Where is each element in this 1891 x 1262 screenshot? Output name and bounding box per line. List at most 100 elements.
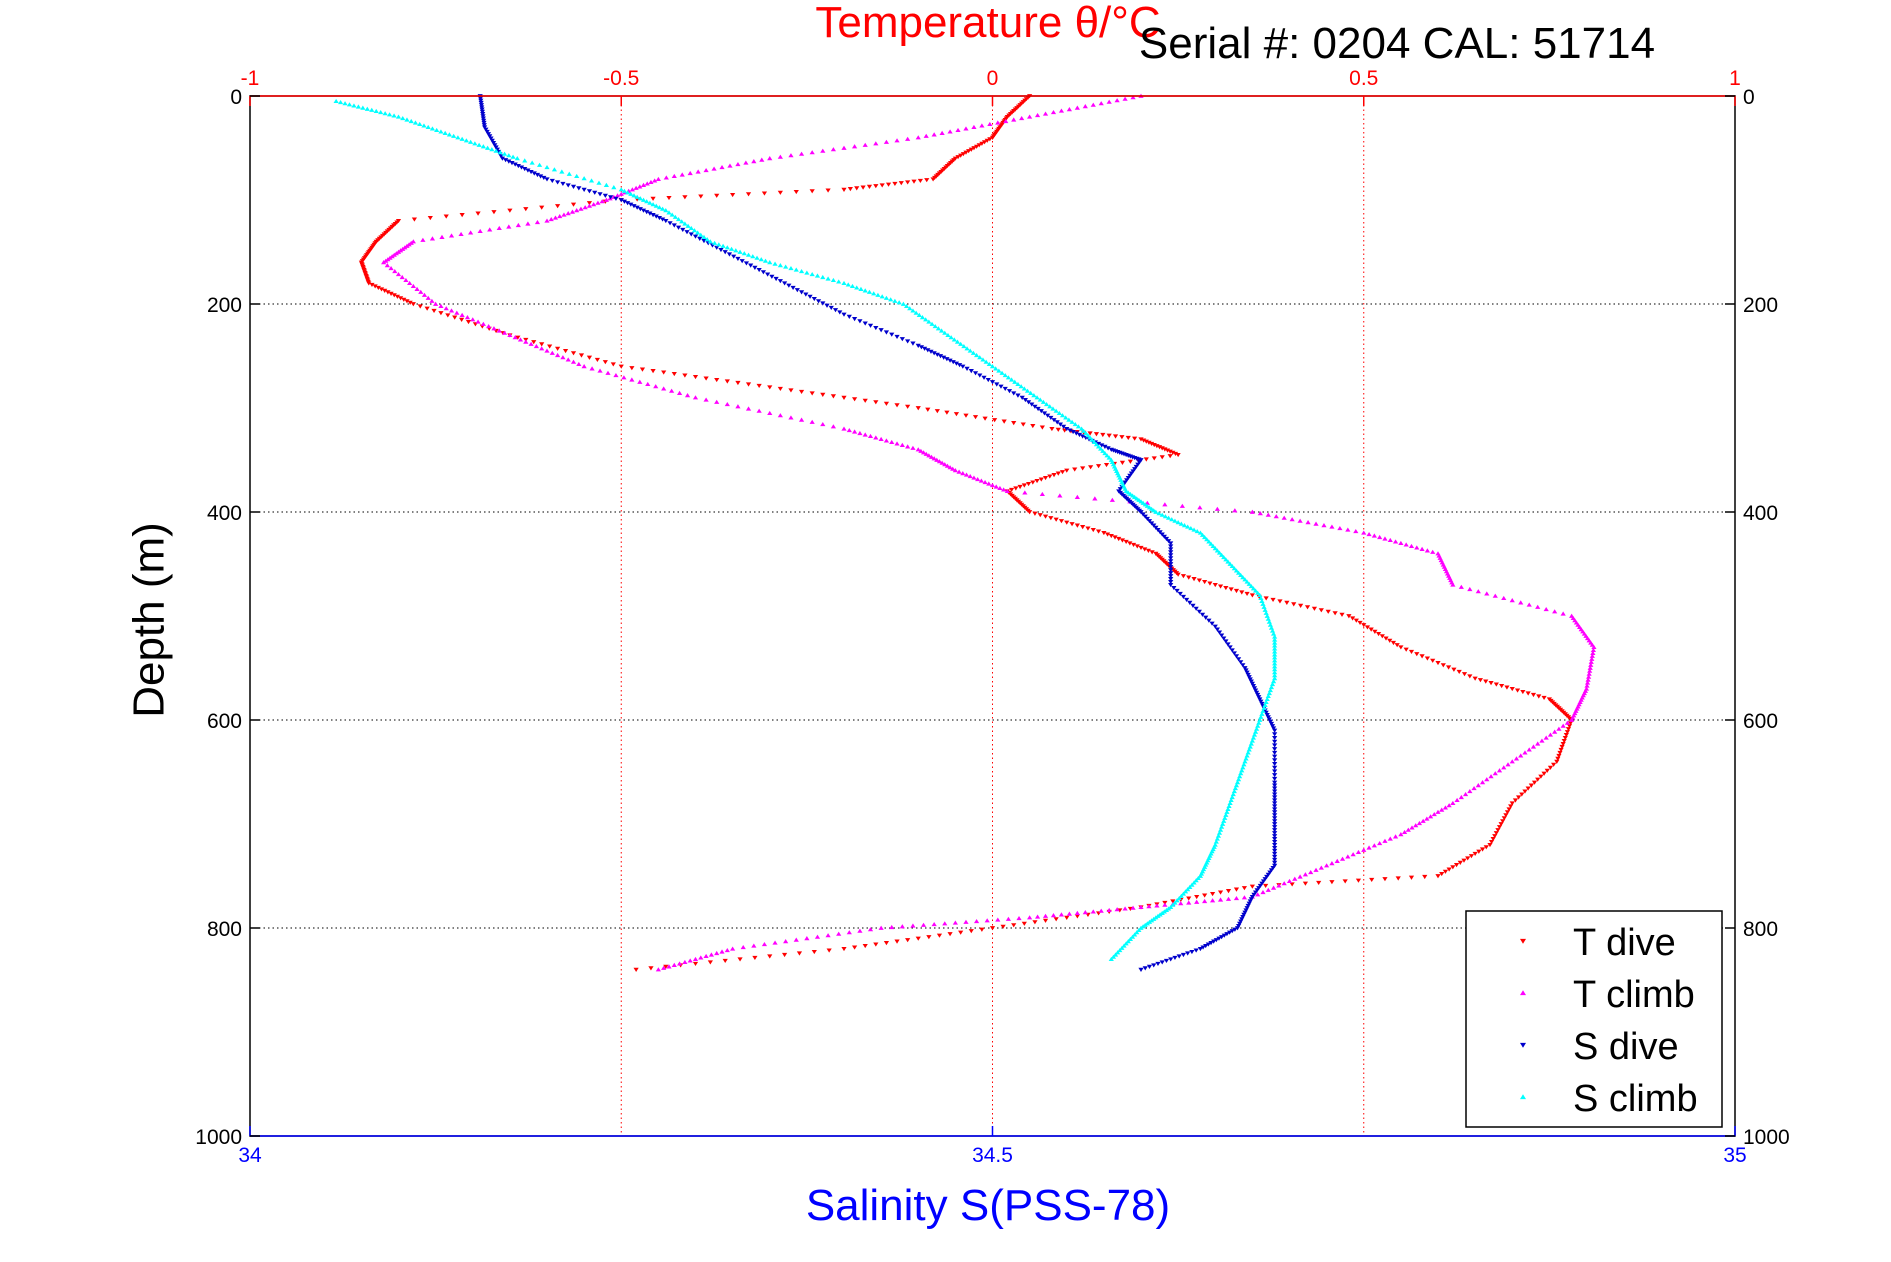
data-point	[894, 403, 900, 408]
data-point	[1175, 520, 1181, 525]
data-point	[955, 155, 961, 160]
data-point	[1272, 739, 1278, 744]
data-point	[1202, 534, 1208, 540]
data-point	[964, 366, 970, 371]
data-point	[650, 196, 656, 201]
data-point	[631, 193, 637, 198]
data-point	[939, 130, 945, 135]
data-point	[930, 177, 936, 182]
data-point	[724, 245, 730, 250]
data-point	[392, 268, 398, 274]
data-point	[1270, 679, 1277, 684]
data-point	[497, 150, 503, 155]
data-point	[910, 341, 916, 346]
data-point	[1168, 553, 1174, 558]
data-point	[421, 123, 427, 128]
data-point	[989, 926, 996, 931]
data-point	[1090, 102, 1096, 107]
data-point	[971, 146, 977, 151]
data-point	[1051, 418, 1057, 423]
data-point	[745, 406, 752, 411]
data-point	[544, 348, 550, 353]
data-point	[1272, 649, 1278, 654]
data-point	[942, 462, 948, 467]
data-point	[644, 181, 650, 186]
data-point	[1082, 910, 1088, 915]
data-point	[1246, 675, 1252, 680]
data-point	[1398, 832, 1404, 837]
data-point	[716, 242, 722, 247]
data-point	[581, 176, 587, 181]
data-point	[1168, 582, 1174, 588]
data-point	[480, 116, 486, 121]
legend-label: T dive	[1573, 922, 1676, 964]
data-point	[1064, 915, 1070, 920]
data-point	[944, 357, 950, 362]
data-point	[555, 352, 561, 358]
data-point	[730, 946, 736, 951]
data-point	[544, 164, 550, 170]
data-point	[682, 959, 688, 964]
data-point	[1127, 459, 1133, 464]
data-point	[947, 465, 953, 470]
data-point	[1576, 702, 1582, 707]
data-point	[1155, 961, 1161, 966]
data-point	[421, 292, 428, 297]
data-point	[739, 259, 745, 264]
data-point	[1525, 786, 1531, 791]
data-point	[1195, 875, 1201, 881]
data-point	[1242, 759, 1248, 764]
data-point	[1138, 545, 1144, 550]
data-point	[1159, 446, 1165, 451]
data-point	[761, 191, 768, 196]
data-point	[1016, 916, 1022, 921]
data-point	[1244, 670, 1250, 675]
data-point	[1446, 573, 1452, 578]
data-point	[1240, 575, 1246, 580]
data-point	[1168, 559, 1174, 564]
data-point	[1272, 828, 1278, 833]
data-point	[1256, 695, 1262, 700]
data-point	[1450, 800, 1456, 806]
data-point	[1401, 829, 1408, 834]
data-point	[1045, 413, 1051, 418]
data-point	[1342, 879, 1348, 884]
data-point	[1074, 494, 1080, 499]
data-point	[515, 164, 521, 169]
data-point	[1403, 647, 1409, 652]
data-point	[993, 366, 999, 371]
data-point	[1171, 585, 1177, 591]
data-point	[1021, 921, 1027, 926]
data-point	[506, 224, 512, 229]
data-point	[873, 184, 879, 189]
data-point	[1250, 684, 1257, 689]
data-point	[970, 350, 977, 355]
data-point	[777, 190, 783, 195]
data-point	[1125, 435, 1131, 441]
data-point	[1492, 771, 1498, 776]
data-point	[772, 261, 778, 266]
data-point	[809, 150, 815, 155]
data-point	[1035, 406, 1041, 412]
data-point	[841, 280, 847, 286]
data-point	[386, 112, 393, 117]
data-point	[898, 181, 904, 186]
data-point	[403, 277, 409, 283]
data-point	[489, 138, 495, 143]
data-point	[1214, 836, 1220, 841]
data-point	[910, 308, 916, 313]
data-point	[1245, 750, 1251, 755]
data-point	[680, 227, 686, 233]
data-point	[1272, 780, 1278, 785]
data-point	[1239, 768, 1245, 773]
data-point	[1101, 530, 1107, 536]
data-point	[1168, 565, 1174, 570]
data-point	[1547, 765, 1554, 770]
data-point	[1496, 768, 1503, 773]
data-point	[1272, 634, 1278, 639]
data-point	[879, 294, 885, 299]
data-point	[875, 292, 881, 297]
data-point	[756, 408, 762, 413]
data-point	[923, 317, 929, 322]
data-point	[1501, 816, 1507, 821]
